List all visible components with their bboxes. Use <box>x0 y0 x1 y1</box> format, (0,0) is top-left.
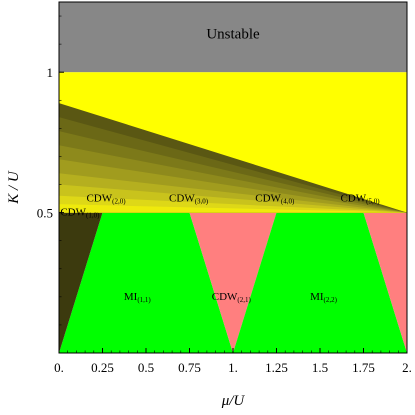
x-axis-title: μ/U <box>221 393 246 409</box>
x-tick-label-7: 1.75 <box>352 360 375 375</box>
label-mi-22: MI(2,2) <box>310 290 338 303</box>
region-cdw-21 <box>189 212 277 353</box>
label-cdw-band-8: CDW(5,0) <box>340 192 380 205</box>
label-mi-11: MI(1,1) <box>124 290 152 303</box>
x-tick-label-5: 1.25 <box>265 360 288 375</box>
x-tick-label-4: 1. <box>228 360 238 375</box>
x-tick-label-3: 0.75 <box>178 360 201 375</box>
region-mi-11 <box>59 212 233 353</box>
x-tick-label-2: 0.5 <box>138 360 154 375</box>
cdw-band-9 <box>59 204 407 213</box>
x-tick-label-0: 0. <box>54 360 64 375</box>
label-cdw-21: CDW(2,1) <box>212 290 252 303</box>
label-cdw-band-1: CDW(1,0) <box>60 206 100 219</box>
axes: 0. 0.25 0.5 0.75 1. 1.25 1.5 1.75 2. 0.5 1 μ/U K / U <box>6 1 412 409</box>
y-axis-title: K / U <box>6 170 22 205</box>
y-tick-label-1: 1 <box>47 65 54 80</box>
region-cdw-21-right <box>363 212 407 353</box>
label-unstable: Unstable <box>206 27 260 43</box>
region-unstable <box>59 2 407 73</box>
x-tick-label-1: 0.25 <box>91 360 114 375</box>
x-tick-label-6: 1.5 <box>312 360 328 375</box>
label-cdw-band-6: CDW(4,0) <box>255 192 295 205</box>
region-cdw-10-wedge <box>59 212 103 353</box>
regions-layer <box>59 2 407 353</box>
y-tick-label-0: 0.5 <box>37 206 53 221</box>
x-tick-label-8: 2. <box>402 360 412 375</box>
label-cdw-band-2: CDW(2,0) <box>86 192 126 205</box>
region-mi-22 <box>233 212 407 353</box>
label-cdw-band-4: CDW(3,0) <box>169 192 209 205</box>
